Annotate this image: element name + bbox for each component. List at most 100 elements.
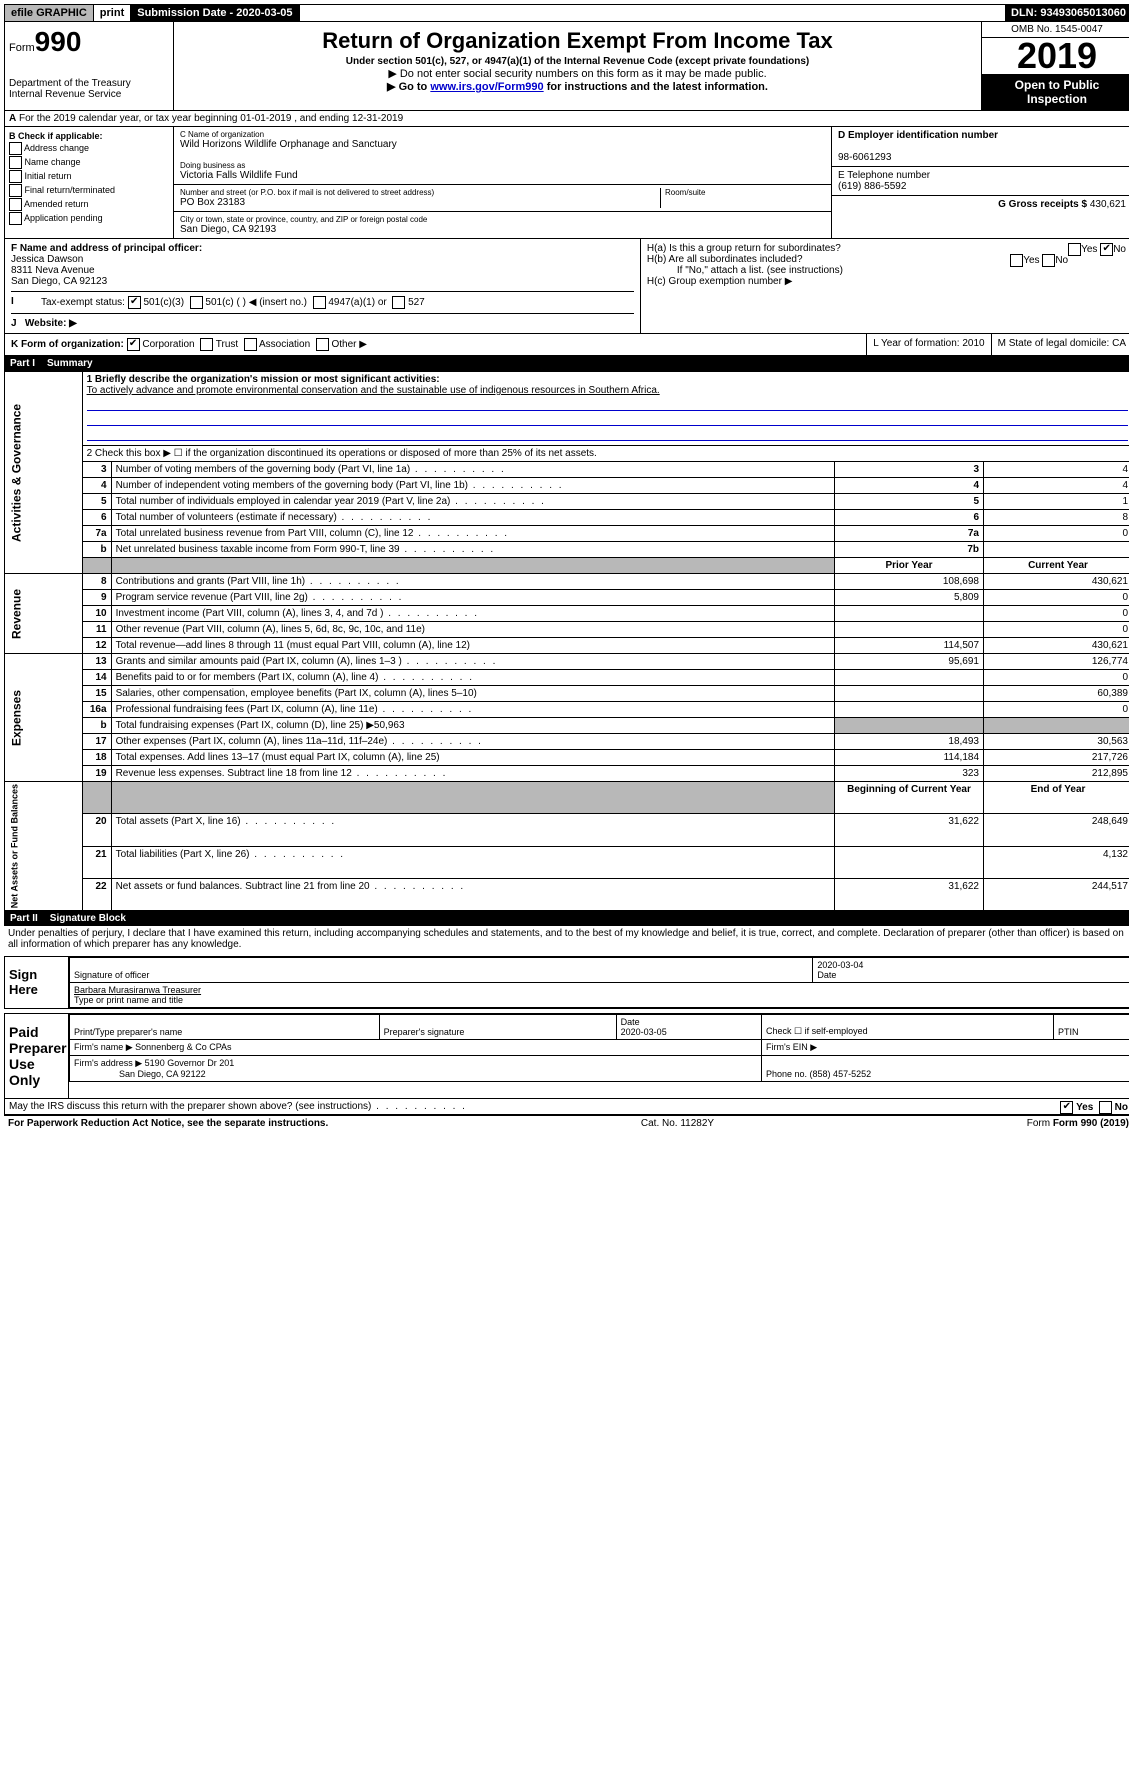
chk-501c3[interactable]	[128, 296, 141, 309]
box-c: C Name of organization Wild Horizons Wil…	[174, 127, 831, 238]
chk-assoc[interactable]	[244, 338, 257, 351]
form-prefix: Form	[9, 42, 35, 54]
chk-final[interactable]: Final return/terminated	[9, 184, 169, 197]
part2-title: Signature Block	[50, 913, 1127, 924]
chk-ha-no[interactable]	[1100, 243, 1113, 256]
chk-discuss-yes[interactable]	[1060, 1101, 1073, 1114]
firm-phone: (858) 457-5252	[810, 1069, 872, 1079]
chk-corp[interactable]	[127, 338, 140, 351]
chk-trust[interactable]	[200, 338, 213, 351]
lbl-city: City or town, state or province, country…	[180, 215, 825, 224]
chk-discuss-no[interactable]	[1099, 1101, 1112, 1114]
table-row: 21Total liabilities (Part X, line 26)4,1…	[5, 846, 1129, 878]
officer-printed: Barbara Murasiranwa Treasurer	[74, 985, 201, 995]
street-addr: PO Box 23183	[180, 197, 660, 208]
box-b: B Check if applicable: Address change Na…	[5, 127, 174, 238]
table-row: 6Total number of volunteers (estimate if…	[5, 510, 1129, 526]
lbl-dba: Doing business as	[180, 161, 825, 170]
subtitle-3: ▶ Go to www.irs.gov/Form990 for instruct…	[178, 80, 977, 93]
irs-link[interactable]: www.irs.gov/Form990	[430, 81, 543, 93]
paid-preparer: Paid Preparer Use Only Print/Type prepar…	[4, 1013, 1129, 1099]
hdr-curr: Current Year	[984, 558, 1129, 574]
chk-4947[interactable]	[313, 296, 326, 309]
part1-title: Summary	[47, 358, 1127, 369]
entity-info: B Check if applicable: Address change Na…	[4, 127, 1129, 239]
sign-here-label: Sign Here	[5, 957, 69, 1008]
top-bar: efile GRAPHIC print Submission Date - 20…	[4, 4, 1129, 22]
box-b-title: B Check if applicable:	[9, 131, 103, 141]
hdr-row: Prior YearCurrent Year	[5, 558, 1129, 574]
h-c: H(c) Group exemption number ▶	[647, 276, 1126, 287]
chk-ha-yes[interactable]	[1068, 243, 1081, 256]
table-row: bNet unrelated business taxable income f…	[5, 542, 1129, 558]
prep-name-lbl: Print/Type preparer's name	[70, 1015, 380, 1040]
chk-hb-no[interactable]	[1042, 254, 1055, 267]
discuss-row: May the IRS discuss this return with the…	[4, 1099, 1129, 1115]
lbl-org-name: C Name of organization	[180, 130, 825, 139]
table-row: 19Revenue less expenses. Subtract line 1…	[5, 766, 1129, 782]
side-na: Net Assets or Fund Balances	[5, 782, 83, 911]
part1-num: Part I	[10, 358, 47, 369]
officer-addr1: 8311 Neva Avenue	[11, 265, 95, 276]
ein: 98-6061293	[838, 152, 891, 163]
chk-hb-yes[interactable]	[1010, 254, 1023, 267]
part1-table: Activities & Governance 1 Briefly descri…	[4, 371, 1129, 911]
city-zip: San Diego, CA 92193	[180, 224, 825, 235]
footer-left: For Paperwork Reduction Act Notice, see …	[8, 1118, 328, 1129]
side-exp: Expenses	[5, 654, 83, 782]
side-ag: Activities & Governance	[5, 372, 83, 574]
firm-addr1: 5190 Governor Dr 201	[145, 1058, 235, 1068]
hdr-beg: Beginning of Current Year	[835, 782, 984, 814]
prep-sig-lbl: Preparer's signature	[379, 1015, 616, 1040]
sub3-pre: ▶ Go to	[387, 81, 430, 93]
paid-label: Paid Preparer Use Only	[5, 1014, 69, 1098]
table-row: 10Investment income (Part VIII, column (…	[5, 606, 1129, 622]
line2: 2 Check this box ▶ ☐ if the organization…	[82, 446, 1129, 462]
chk-address[interactable]: Address change	[9, 142, 169, 155]
h-b: H(b) Are all subordinates included?	[647, 254, 803, 265]
table-row: 5Total number of individuals employed in…	[5, 494, 1129, 510]
chk-pending[interactable]: Application pending	[9, 212, 169, 225]
box-f: F Name and address of principal officer:…	[11, 243, 634, 287]
line-a-text: For the 2019 calendar year, or tax year …	[19, 113, 403, 124]
part2-num: Part II	[10, 913, 50, 924]
chk-self-emp[interactable]: Check ☐ if self-employed	[761, 1015, 1053, 1040]
table-row: 16aProfessional fundraising fees (Part I…	[5, 702, 1129, 718]
h-a: H(a) Is this a group return for subordin…	[647, 243, 841, 254]
firm-lbl: Firm's name ▶	[74, 1042, 133, 1052]
chk-name[interactable]: Name change	[9, 156, 169, 169]
lbl-addr: Number and street (or P.O. box if mail i…	[180, 188, 660, 197]
print-button[interactable]: print	[94, 5, 131, 21]
table-row: 20Total assets (Part X, line 16)31,62224…	[5, 814, 1129, 846]
table-row: 7aTotal unrelated business revenue from …	[5, 526, 1129, 542]
chk-amended[interactable]: Amended return	[9, 198, 169, 211]
sub3-post: for instructions and the latest informat…	[544, 81, 768, 93]
part1-header: Part I Summary	[4, 356, 1129, 371]
form-number: Form990	[9, 26, 169, 58]
officer-name-lbl: Type or print name and title	[74, 995, 183, 1005]
table-row: 4Number of independent voting members of…	[5, 478, 1129, 494]
chk-other[interactable]	[316, 338, 329, 351]
dln: DLN: 93493065013060	[1005, 5, 1129, 21]
lbl-room: Room/suite	[665, 188, 825, 197]
gross-receipts: 430,621	[1090, 199, 1126, 210]
table-row: 9Program service revenue (Part VIII, lin…	[5, 590, 1129, 606]
table-row: 12Total revenue—add lines 8 through 11 (…	[5, 638, 1129, 654]
chk-initial[interactable]: Initial return	[9, 170, 169, 183]
submission-date: Submission Date - 2020-03-05	[131, 5, 299, 21]
box-h: H(a) Is this a group return for subordin…	[641, 239, 1129, 333]
chk-501c[interactable]	[190, 296, 203, 309]
declaration: Under penalties of perjury, I declare th…	[4, 926, 1129, 952]
form-title: Return of Organization Exempt From Incom…	[178, 28, 977, 54]
discuss-text: May the IRS discuss this return with the…	[9, 1101, 467, 1112]
box-i: I Tax-exempt status: 501(c)(3) 501(c) ( …	[11, 291, 634, 309]
open-inspection: Open to Public Inspection	[982, 74, 1129, 110]
hdr-prior: Prior Year	[835, 558, 984, 574]
chk-527[interactable]	[392, 296, 405, 309]
table-row: 3Number of voting members of the governi…	[5, 462, 1129, 478]
firm-ein-lbl: Firm's EIN ▶	[761, 1040, 1129, 1056]
tax-year: 2019	[982, 38, 1129, 74]
sign-here: Sign Here Signature of officer 2020-03-0…	[4, 956, 1129, 1009]
row-klm: K Form of organization: Corporation Trus…	[4, 334, 1129, 356]
firm-addr2: San Diego, CA 92122	[119, 1069, 206, 1079]
